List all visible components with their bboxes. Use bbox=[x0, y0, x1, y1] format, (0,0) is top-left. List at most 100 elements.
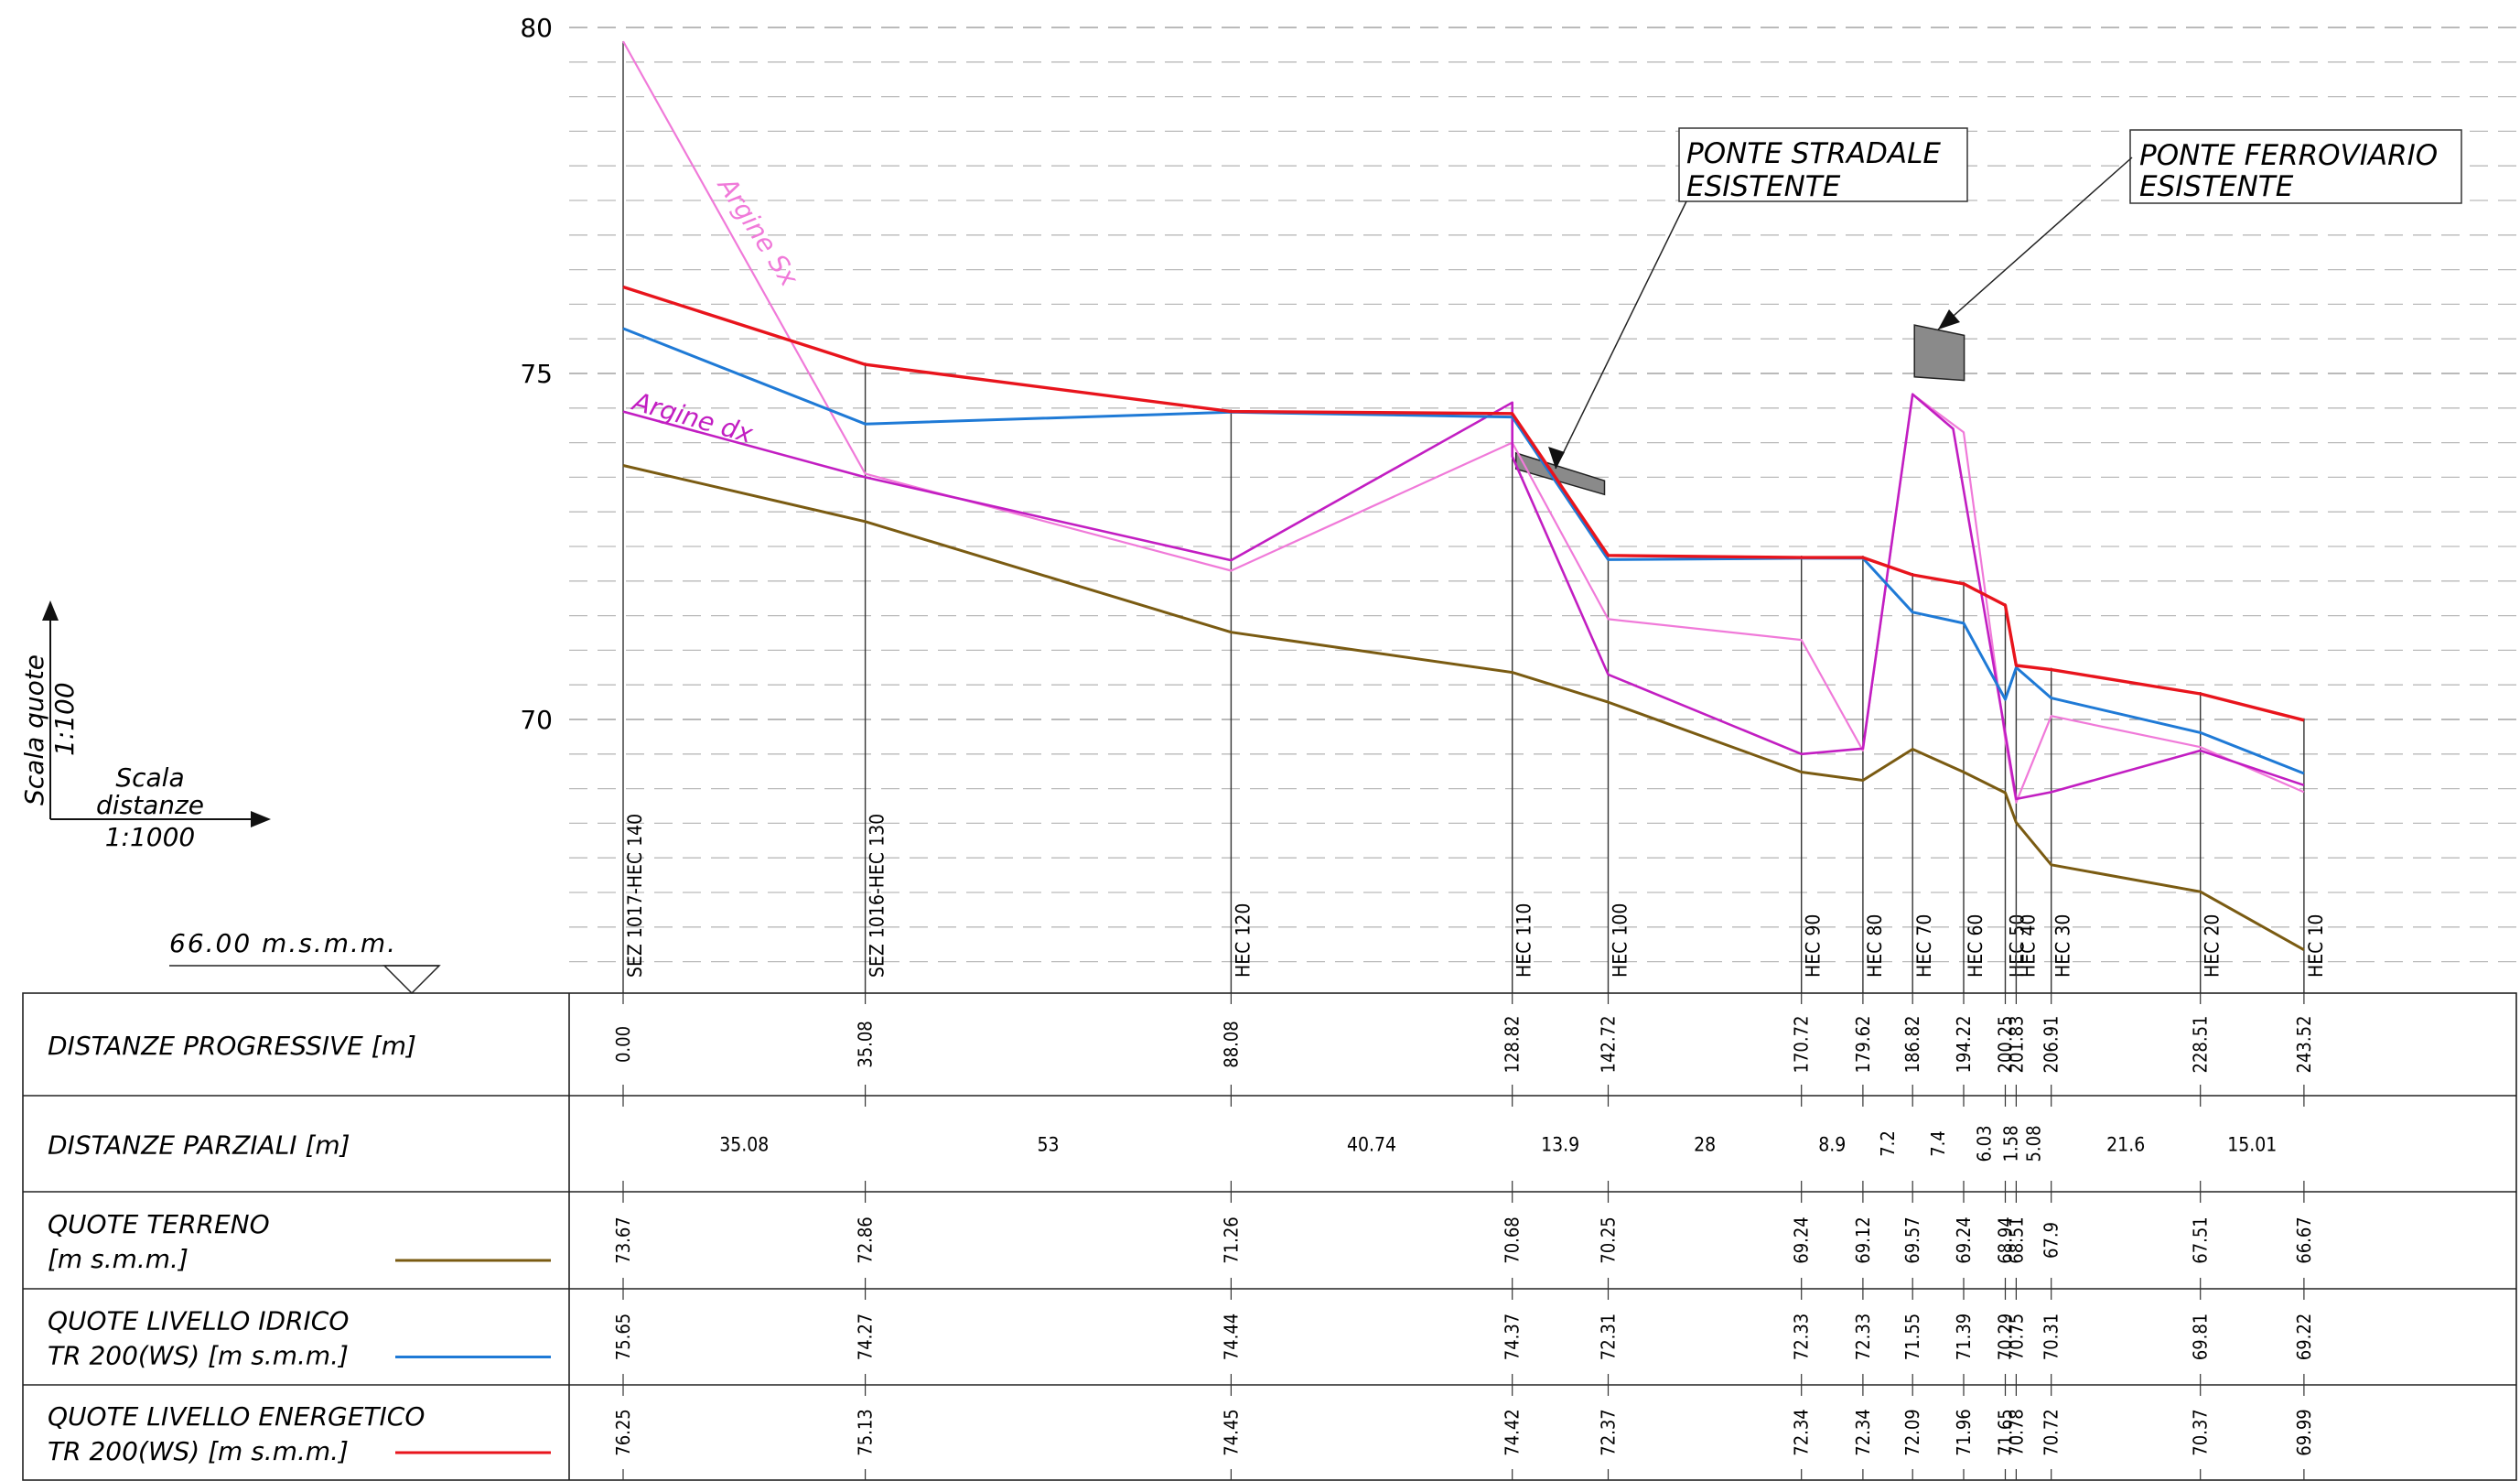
table-value-eg: 71.96 bbox=[1953, 1409, 1975, 1456]
table-value-terrain: 68.51 bbox=[2005, 1216, 2027, 1264]
row-label-terrain: QUOTE TERRENO bbox=[48, 1209, 270, 1239]
section-name: HEC 110 bbox=[1513, 903, 1535, 978]
table-value-dist: 201.83 bbox=[2005, 1016, 2027, 1074]
partial-distance: 7.4 bbox=[1927, 1130, 1949, 1157]
section-name: HEC 70 bbox=[1913, 914, 1935, 978]
argine-dx-label: Argine dx bbox=[628, 385, 757, 449]
row-label-partial: DISTANZE PARZIALI [m] bbox=[48, 1130, 350, 1161]
section-name: HEC 40 bbox=[2017, 914, 2039, 978]
energy-grade-line bbox=[623, 287, 2304, 720]
table-value-ws: 74.37 bbox=[1502, 1313, 1524, 1361]
table-value-dist: 243.52 bbox=[2293, 1016, 2315, 1074]
table-value-eg: 72.37 bbox=[1598, 1409, 1620, 1456]
partial-distance: 21.6 bbox=[2106, 1134, 2145, 1156]
partial-distance: 35.08 bbox=[719, 1134, 769, 1156]
table-value-terrain: 67.9 bbox=[2041, 1222, 2062, 1259]
section-name: HEC 120 bbox=[1232, 903, 1254, 978]
vertical-scale-label: Scala quote bbox=[19, 654, 49, 805]
section-name: HEC 20 bbox=[2202, 914, 2224, 978]
table-value-ws: 72.33 bbox=[1852, 1313, 1874, 1361]
annotations: Argine dx Argine Sx PONTE STRADALEESISTENT… bbox=[169, 128, 2461, 993]
rail-bridge-label-1: PONTE FERROVIARIO bbox=[2139, 139, 2438, 172]
railway-bridge-deck bbox=[1914, 325, 1964, 381]
table-value-terrain: 69.57 bbox=[1901, 1216, 1923, 1264]
table-value-ws: 71.55 bbox=[1901, 1313, 1923, 1361]
data-table: DISTANZE PROGRESSIVE [m] DISTANZE PARZIAL… bbox=[23, 993, 2516, 1480]
table-value-dist: 206.91 bbox=[2041, 1016, 2062, 1074]
table-value-eg: 70.78 bbox=[2005, 1409, 2027, 1456]
table-value-dist: 170.72 bbox=[1791, 1016, 1813, 1074]
table-value-eg: 70.37 bbox=[2190, 1409, 2212, 1456]
partial-distance: 8.9 bbox=[1818, 1134, 1846, 1156]
table-value-eg: 72.34 bbox=[1852, 1409, 1874, 1456]
table-value-eg: 69.99 bbox=[2293, 1409, 2315, 1456]
table-value-terrain: 69.12 bbox=[1852, 1216, 1874, 1264]
partial-distance: 5.08 bbox=[2023, 1125, 2045, 1162]
y-tick-label: 75 bbox=[520, 359, 553, 389]
horizontal-scale-arrow bbox=[251, 811, 271, 827]
table-value-ws: 74.27 bbox=[855, 1313, 877, 1361]
table-value-ws: 72.33 bbox=[1791, 1313, 1813, 1361]
table-value-ws: 74.44 bbox=[1220, 1313, 1242, 1361]
table-value-dist: 88.08 bbox=[1220, 1021, 1242, 1068]
partial-distance: 15.01 bbox=[2227, 1134, 2277, 1156]
table-value-terrain: 71.26 bbox=[1220, 1216, 1242, 1264]
section-name: SEZ 1017-HEC 140 bbox=[624, 814, 646, 978]
table-value-terrain: 73.67 bbox=[612, 1216, 634, 1264]
table-value-ws: 69.22 bbox=[2293, 1313, 2315, 1361]
partial-distance: 13.9 bbox=[1541, 1134, 1579, 1156]
section-name: SEZ 1016-HEC 130 bbox=[867, 814, 888, 978]
road-bridge-label-2: ESISTENTE bbox=[1686, 170, 1841, 203]
section-name: HEC 60 bbox=[1965, 914, 1987, 978]
table-value-dist: 228.51 bbox=[2190, 1016, 2212, 1074]
bridges bbox=[1516, 325, 1965, 494]
section-name: HEC 100 bbox=[1610, 903, 1632, 978]
row-label-ws: QUOTE LIVELLO IDRICO bbox=[48, 1306, 349, 1336]
table-value-dist: 35.08 bbox=[855, 1021, 877, 1068]
partial-distance: 1.58 bbox=[1999, 1125, 2021, 1162]
y-tick-label: 80 bbox=[520, 13, 553, 43]
road-bridge-leader bbox=[1556, 201, 1686, 469]
y-axis: 80 75 70 bbox=[520, 13, 553, 735]
table-value-dist: 0.00 bbox=[612, 1026, 634, 1063]
partial-distance: 28 bbox=[1694, 1134, 1716, 1156]
road-bridge-label-1: PONTE STRADALE bbox=[1686, 137, 1941, 170]
table-value-dist: 194.22 bbox=[1953, 1016, 1975, 1074]
datum-marker bbox=[384, 966, 439, 993]
table-value-dist: 179.62 bbox=[1852, 1016, 1874, 1074]
table-value-terrain: 67.51 bbox=[2190, 1216, 2212, 1264]
section-name: HEC 30 bbox=[2052, 914, 2074, 978]
table-value-ws: 70.75 bbox=[2005, 1313, 2027, 1361]
table-value-ws: 70.31 bbox=[2041, 1313, 2062, 1361]
table-value-terrain: 70.25 bbox=[1598, 1216, 1620, 1264]
table-value-dist: 142.72 bbox=[1598, 1016, 1620, 1074]
horizontal-scale-value: 1:1000 bbox=[105, 822, 196, 852]
row-label-dist: DISTANZE PROGRESSIVE [m] bbox=[48, 1031, 416, 1061]
table-value-terrain: 69.24 bbox=[1953, 1216, 1975, 1264]
horizontal-scale-label-2: distanze bbox=[96, 790, 204, 820]
table-value-eg: 75.13 bbox=[855, 1409, 877, 1456]
section-lines: SEZ 1017-HEC 140 SEZ 1016-HEC 130 HEC 120 H… bbox=[623, 41, 2327, 993]
table-value-ws: 72.31 bbox=[1598, 1313, 1620, 1361]
horizontal-scale-label-1: Scala bbox=[115, 762, 184, 793]
section-name: HEC 90 bbox=[1803, 914, 1825, 978]
y-tick-label: 70 bbox=[520, 705, 553, 735]
partial-distance: 40.74 bbox=[1347, 1134, 1396, 1156]
table-value-dist: 128.82 bbox=[1502, 1016, 1524, 1074]
table-value-ws: 71.39 bbox=[1953, 1313, 1975, 1361]
row-sublabel-terrain: [m s.m.m.] bbox=[48, 1244, 188, 1274]
partial-distance: 7.2 bbox=[1877, 1130, 1899, 1157]
argine-sx-label: Argine Sx bbox=[711, 170, 804, 292]
table-value-eg: 72.34 bbox=[1791, 1409, 1813, 1456]
partial-distance: 6.03 bbox=[1974, 1125, 1996, 1162]
table-value-eg: 74.42 bbox=[1502, 1409, 1524, 1456]
section-name: HEC 10 bbox=[2305, 914, 2327, 978]
row-sublabel-eg: TR 200(WS) [m s.m.m.] bbox=[48, 1436, 349, 1466]
table-value-eg: 76.25 bbox=[612, 1409, 634, 1456]
table-value-terrain: 72.86 bbox=[855, 1216, 877, 1264]
table-value-eg: 74.45 bbox=[1220, 1409, 1242, 1456]
section-name: HEC 80 bbox=[1864, 914, 1886, 978]
table-value-eg: 72.09 bbox=[1901, 1409, 1923, 1456]
table-value-dist: 186.82 bbox=[1901, 1016, 1923, 1074]
